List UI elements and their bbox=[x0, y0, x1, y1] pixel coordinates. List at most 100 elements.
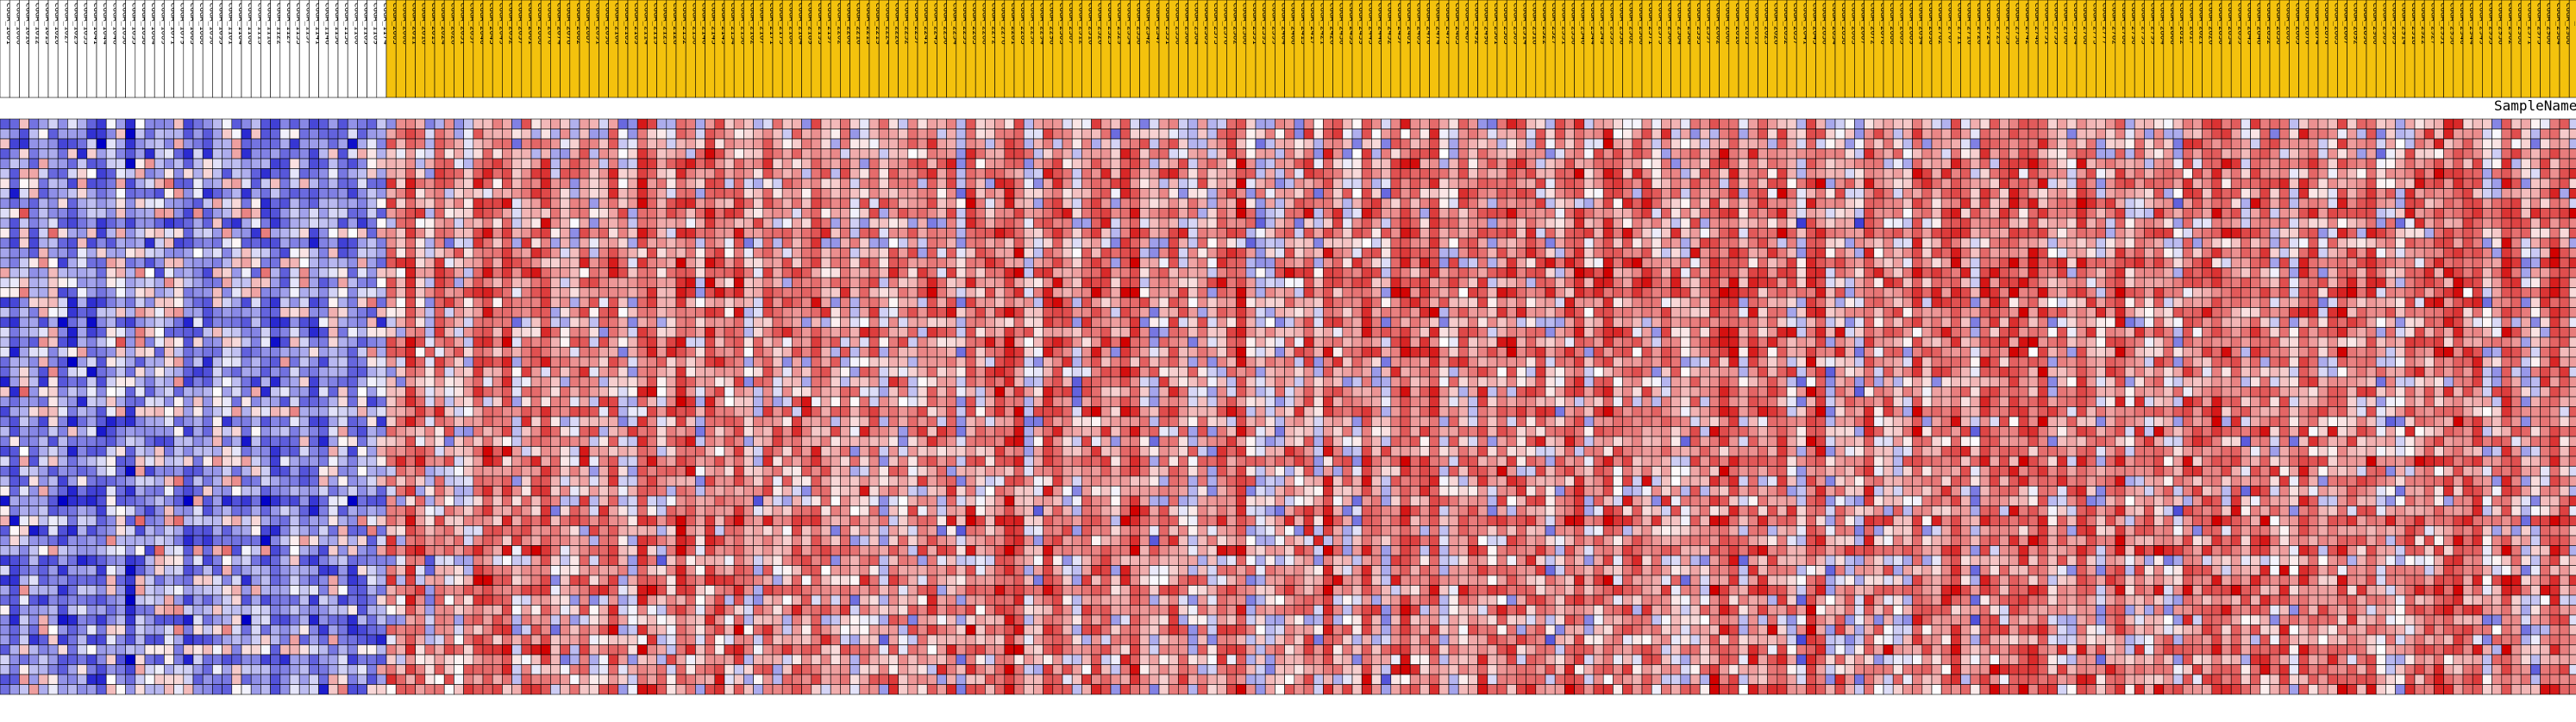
heatmap-cell bbox=[105, 138, 116, 149]
heatmap-cell bbox=[309, 138, 319, 149]
heatmap-cell bbox=[530, 129, 542, 140]
heatmap-cell bbox=[2037, 129, 2048, 140]
heatmap-cell bbox=[1062, 148, 1073, 160]
heatmap-cell bbox=[279, 277, 291, 288]
heatmap-cell bbox=[144, 277, 155, 288]
column-label: CGGA_2975 bbox=[2535, 3, 2543, 45]
heatmap-cell bbox=[762, 277, 774, 288]
heatmap-cell bbox=[125, 217, 136, 229]
heatmap-cell bbox=[289, 198, 300, 209]
heatmap-cell bbox=[1409, 237, 1420, 248]
heatmap-cell bbox=[1951, 168, 1961, 179]
heatmap-cell bbox=[1902, 118, 1913, 129]
heatmap-cell bbox=[1854, 198, 1865, 209]
heatmap-cell bbox=[2298, 217, 2310, 229]
heatmap-cell bbox=[309, 168, 319, 179]
heatmap-cell bbox=[222, 208, 233, 219]
heatmap-cell bbox=[1892, 168, 1903, 179]
heatmap-cell bbox=[946, 148, 957, 160]
column-label: CGGA_2795 bbox=[2139, 3, 2147, 45]
heatmap-cell bbox=[2115, 129, 2126, 140]
heatmap-cell bbox=[1255, 158, 1266, 169]
heatmap-cell bbox=[2105, 217, 2116, 229]
heatmap-cell bbox=[318, 138, 329, 149]
heatmap-cell bbox=[888, 168, 899, 179]
heatmap-cell bbox=[1796, 178, 1807, 189]
heatmap-cell bbox=[1526, 228, 1537, 239]
heatmap-cell bbox=[1613, 237, 1623, 248]
heatmap-cell bbox=[2568, 118, 2576, 129]
heatmap-cell bbox=[714, 237, 725, 248]
heatmap-cell bbox=[2356, 217, 2367, 229]
heatmap-cell bbox=[86, 217, 97, 229]
heatmap-cell bbox=[1921, 138, 1933, 149]
heatmap-cell bbox=[1245, 257, 1257, 268]
heatmap-cell bbox=[2278, 168, 2290, 179]
heatmap-cell bbox=[1728, 129, 1739, 140]
heatmap-cell bbox=[231, 248, 242, 259]
heatmap-cell bbox=[1332, 257, 1344, 268]
heatmap-cell bbox=[1535, 138, 1546, 149]
heatmap-cell bbox=[2153, 257, 2165, 268]
heatmap-cell bbox=[1873, 267, 1884, 279]
heatmap-cell bbox=[1062, 217, 1073, 229]
heatmap-cell bbox=[2501, 148, 2512, 160]
heatmap-cell bbox=[1999, 138, 2009, 149]
heatmap-cell bbox=[937, 138, 947, 149]
column-label: CGGA_2399 bbox=[1269, 3, 1278, 45]
heatmap-cell bbox=[116, 168, 126, 179]
heatmap-cell bbox=[599, 168, 609, 179]
heatmap-cell bbox=[859, 148, 870, 160]
heatmap-cell bbox=[1554, 248, 1565, 259]
heatmap-cell bbox=[1989, 118, 2000, 129]
heatmap-cell bbox=[1332, 248, 1344, 259]
heatmap-cell bbox=[2337, 168, 2347, 179]
heatmap-cell bbox=[1390, 198, 1401, 209]
heatmap-cell bbox=[965, 237, 976, 248]
heatmap-cell bbox=[2530, 237, 2541, 248]
heatmap-cell bbox=[2076, 267, 2087, 279]
heatmap-cell bbox=[1999, 188, 2009, 199]
heatmap-cell bbox=[2009, 118, 2020, 129]
heatmap-cell bbox=[1786, 118, 1797, 129]
heatmap-cell bbox=[1951, 118, 1961, 129]
heatmap-cell bbox=[772, 188, 783, 199]
heatmap-cell bbox=[985, 248, 995, 259]
heatmap-cell bbox=[2453, 168, 2464, 179]
heatmap-cell bbox=[1216, 118, 1227, 129]
heatmap-cell bbox=[2105, 257, 2116, 268]
heatmap-cell bbox=[347, 208, 358, 219]
heatmap-cell bbox=[2510, 228, 2522, 239]
heatmap-cell bbox=[2366, 248, 2377, 259]
heatmap-cell bbox=[328, 267, 339, 279]
heatmap-cell bbox=[772, 178, 783, 189]
heatmap-cell bbox=[1931, 257, 1942, 268]
heatmap-cell bbox=[347, 148, 358, 160]
heatmap-cell bbox=[627, 237, 638, 248]
heatmap-cell bbox=[560, 188, 571, 199]
heatmap-cell bbox=[550, 129, 561, 140]
heatmap-cell bbox=[1844, 198, 1855, 209]
heatmap-cell bbox=[482, 237, 493, 248]
column-label: CGGA_2980 bbox=[2545, 3, 2554, 45]
heatmap-cell bbox=[222, 118, 233, 129]
heatmap-cell bbox=[1448, 168, 1459, 179]
heatmap-cell bbox=[2241, 198, 2251, 209]
heatmap-cell bbox=[116, 248, 126, 259]
heatmap-cell bbox=[260, 129, 271, 140]
heatmap-cell bbox=[1883, 237, 1894, 248]
heatmap-cell bbox=[1526, 129, 1537, 140]
heatmap-cell bbox=[463, 198, 474, 209]
heatmap-cell bbox=[1033, 237, 1044, 248]
heatmap-cell bbox=[2501, 138, 2512, 149]
heatmap-cell bbox=[260, 208, 271, 219]
heatmap-cell bbox=[2278, 118, 2290, 129]
heatmap-cell bbox=[2182, 168, 2193, 179]
heatmap-cell bbox=[2278, 158, 2290, 169]
heatmap-cell bbox=[2549, 208, 2560, 219]
heatmap-cell bbox=[1786, 248, 1797, 259]
heatmap-cell bbox=[617, 237, 629, 248]
column-label: CGGA_2154 bbox=[729, 3, 737, 45]
heatmap-cell bbox=[2298, 267, 2310, 279]
heatmap-cell bbox=[1100, 129, 1112, 140]
